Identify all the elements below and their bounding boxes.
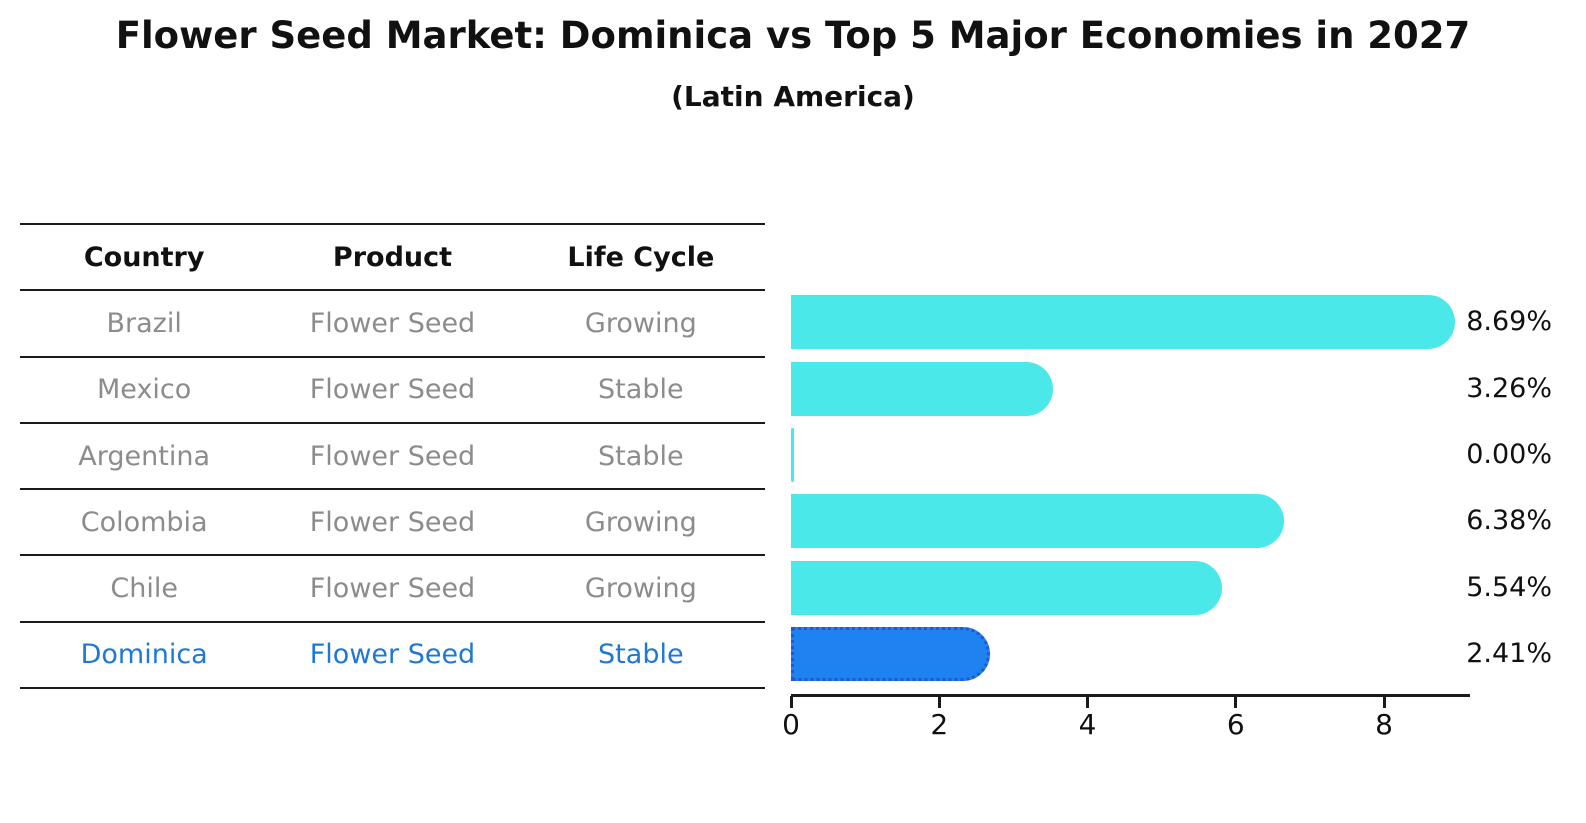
x-axis-tick-label: 0 [782,708,800,741]
bar-argentina [791,427,794,482]
table-header-row: Country Product Life Cycle [20,225,765,292]
x-axis-tick-label: 8 [1375,708,1393,741]
chart-subtitle: (Latin America) [671,80,915,113]
value-label-brazil: 8.69% [1466,306,1552,338]
table-row-mexico: Mexico Flower Seed Stable [20,358,765,424]
table-cell-life-cycle: Stable [598,639,684,671]
table-cell-country: Dominica [80,639,208,671]
bar-brazil [791,295,1456,350]
value-label-dominica: 2.41% [1466,637,1552,669]
bar-dominica [791,626,990,681]
table-cell-life-cycle: Stable [598,440,684,472]
table-cell-product: Flower Seed [309,639,476,671]
table-cell-product: Flower Seed [309,506,476,538]
table-row-argentina: Argentina Flower Seed Stable [20,424,765,491]
table-header-product: Product [332,241,453,273]
table-cell-country: Brazil [106,307,182,339]
table-cell-country: Colombia [80,506,208,538]
x-axis-tick [1234,696,1238,708]
bar-mexico [791,361,1053,416]
table-cell-product: Flower Seed [309,307,476,339]
x-axis-tick [1382,696,1386,708]
table-cell-country: Mexico [97,374,192,406]
table-cell-life-cycle: Stable [598,374,684,406]
value-label-argentina: 0.00% [1466,438,1552,470]
table-cell-life-cycle: Growing [584,573,697,605]
table-cell-country: Chile [110,573,178,605]
table-header-country: Country [83,241,205,273]
x-axis-tick-label: 2 [930,708,949,741]
table-cell-product: Flower Seed [309,440,476,472]
table-row-chile: Chile Flower Seed Growing [20,556,765,623]
table-cell-product: Flower Seed [309,573,476,605]
x-axis-tick [937,696,941,708]
table-row-colombia: Colombia Flower Seed Growing [20,490,765,557]
comparison-table: Country Product Life Cycle Brazil Flower … [20,223,765,690]
value-label-chile: 5.54% [1466,571,1552,603]
table-row-dominica: Dominica Flower Seed Stable [20,623,765,690]
table-cell-country: Argentina [78,440,211,472]
value-label-colombia: 6.38% [1466,505,1552,537]
table-row-brazil: Brazil Flower Seed Growing [20,291,765,358]
x-axis-tick [1086,696,1089,708]
x-axis-tick [789,696,793,708]
x-axis-tick-label: 6 [1226,708,1245,741]
bar-chile [791,560,1222,615]
table-cell-life-cycle: Growing [584,506,697,538]
value-label-mexico: 3.26% [1466,372,1552,404]
chart-title: Flower Seed Market: Dominica vs Top 5 Ma… [115,14,1471,57]
table-cell-product: Flower Seed [309,374,476,406]
table-cell-life-cycle: Growing [584,307,697,339]
table-header-life-cycle: Life Cycle [567,241,715,273]
bar-colombia [791,494,1284,549]
table-body: Brazil Flower Seed Growing Mexico Flower See… [20,291,765,690]
x-axis-tick-label: 4 [1078,708,1097,741]
x-axis-line [791,694,1470,697]
